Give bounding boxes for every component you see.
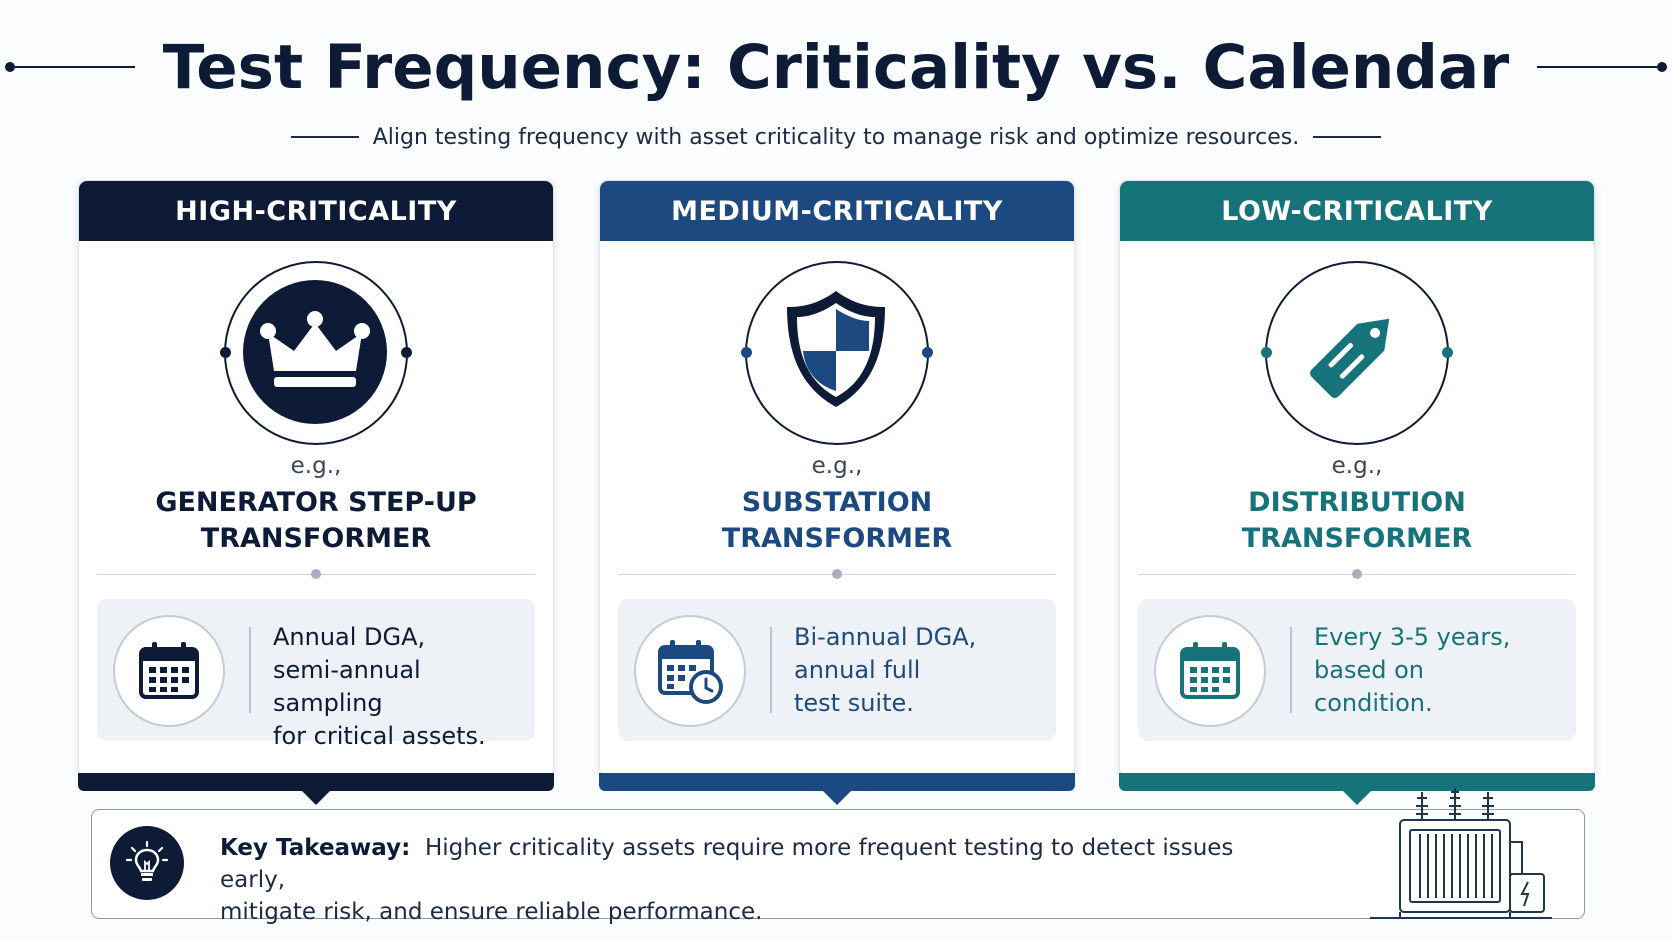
asset-name: DISTRIBUTION TRANSFORMER: [1120, 485, 1594, 557]
calendar-clock-icon: [634, 615, 746, 727]
frequency-line-3: test suite.: [794, 689, 914, 717]
card-low-criticality: LOW-CRITICALITY e.g., DISTRIBUTION TRANS…: [1119, 180, 1595, 805]
takeaway-line-1: Higher criticality assets require more f…: [220, 835, 1234, 893]
asset-name: GENERATOR STEP-UP TRANSFORMER: [79, 485, 553, 557]
title-row: Test Frequency: Criticality vs. Calendar: [0, 22, 1672, 112]
frequency-panel: Bi-annual DGA, annual full test suite.: [618, 599, 1056, 741]
asset-line-1: SUBSTATION: [741, 487, 933, 518]
divider-dot: [832, 569, 842, 579]
crown-icon: [220, 261, 412, 445]
frequency-line-3: for critical assets.: [273, 722, 486, 750]
transformer-icon: [1360, 778, 1560, 928]
asset-line-2: TRANSFORMER: [1241, 523, 1473, 554]
takeaway-line-2: mitigate risk, and ensure reliable perfo…: [220, 899, 763, 925]
frequency-panel: Every 3-5 years, based on condition.: [1138, 599, 1576, 741]
frequency-text: Bi-annual DGA, annual full test suite.: [794, 621, 1048, 720]
frequency-line-1: Annual DGA,: [273, 623, 426, 651]
card-header: MEDIUM-CRITICALITY: [600, 181, 1074, 241]
title-right-rule: [1537, 62, 1668, 72]
frequency-line-3: condition.: [1314, 689, 1433, 717]
frequency-text: Every 3-5 years, based on condition.: [1314, 621, 1568, 720]
asset-line-1: GENERATOR STEP-UP: [155, 487, 477, 518]
card-footer: [78, 773, 554, 805]
takeaway-label: Key Takeaway:: [220, 835, 411, 861]
example-prefix: e.g.,: [290, 453, 342, 479]
lightbulb-icon: [110, 826, 184, 900]
frequency-panel: Annual DGA, semi-annual sampling for cri…: [97, 599, 535, 750]
calendar-icon: [113, 615, 225, 727]
asset-line-1: DISTRIBUTION: [1248, 487, 1466, 518]
card-footer: [599, 773, 1075, 805]
page-subtitle: Align testing frequency with asset criti…: [372, 124, 1300, 150]
takeaway-text: Key Takeaway: Higher criticality assets …: [220, 832, 1260, 928]
frequency-line-2: annual full: [794, 656, 921, 684]
asset-name: SUBSTATION TRANSFORMER: [600, 485, 1074, 557]
frequency-line-2: semi-annual sampling: [273, 656, 421, 717]
card-high-criticality: HIGH-CRITICALITY e.g., GENERATOR STEP-UP…: [78, 180, 554, 805]
asset-line-2: TRANSFORMER: [200, 523, 432, 554]
asset-line-2: TRANSFORMER: [721, 523, 953, 554]
example-prefix: e.g.,: [1331, 453, 1383, 479]
frequency-line-2: based on: [1314, 656, 1424, 684]
card-footer: [1119, 773, 1595, 805]
title-left-rule: [4, 62, 135, 72]
card-header: LOW-CRITICALITY: [1120, 181, 1594, 241]
card-header: HIGH-CRITICALITY: [79, 181, 553, 241]
key-takeaway-panel: Key Takeaway: Higher criticality assets …: [91, 809, 1585, 925]
shield-icon: [741, 261, 933, 445]
tag-icon: [1261, 261, 1453, 445]
frequency-line-1: Every 3-5 years,: [1314, 623, 1511, 651]
divider-dot: [1352, 569, 1362, 579]
card-medium-criticality: MEDIUM-CRITICALITY e.g., SUBSTATION TRAN…: [599, 180, 1075, 805]
subtitle-row: Align testing frequency with asset criti…: [0, 117, 1672, 157]
example-prefix: e.g.,: [811, 453, 863, 479]
divider-dot: [311, 569, 321, 579]
frequency-line-1: Bi-annual DGA,: [794, 623, 977, 651]
page-title: Test Frequency: Criticality vs. Calendar: [162, 31, 1510, 103]
frequency-text: Annual DGA, semi-annual sampling for cri…: [273, 621, 527, 753]
calendar-icon: [1154, 615, 1266, 727]
